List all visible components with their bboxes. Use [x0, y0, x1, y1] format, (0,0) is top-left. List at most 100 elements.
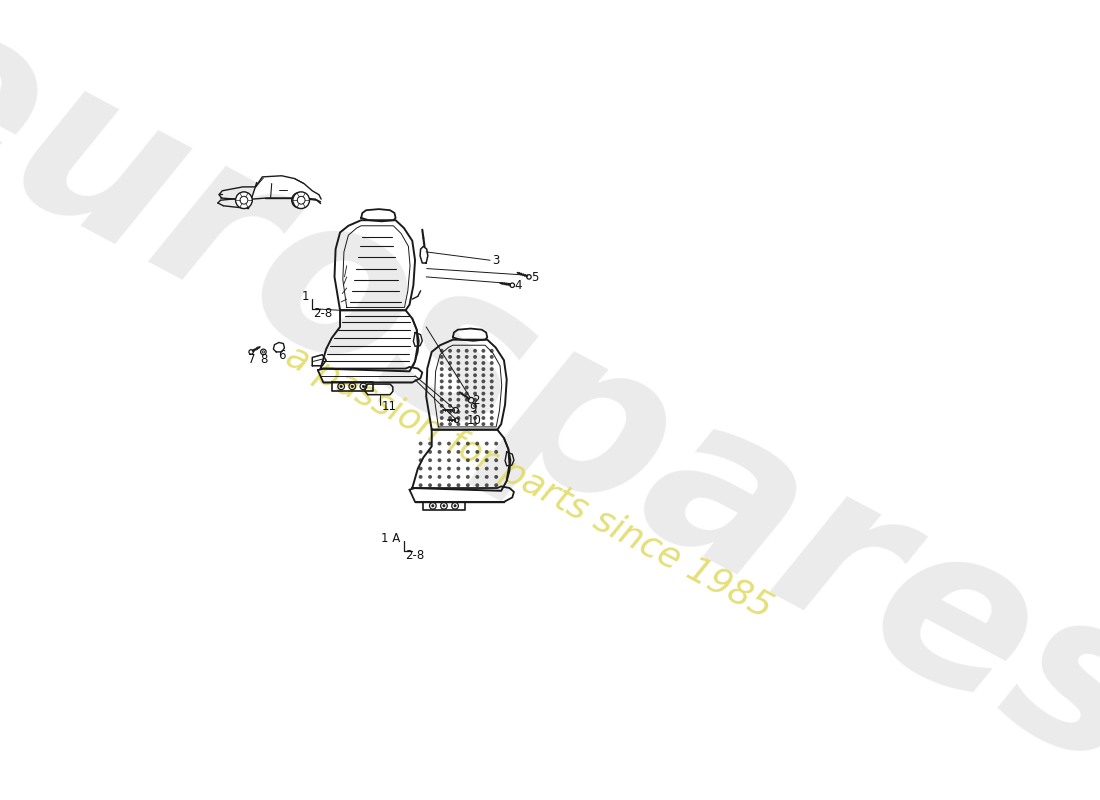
Circle shape	[485, 483, 488, 487]
Circle shape	[485, 466, 488, 470]
Circle shape	[456, 458, 460, 462]
Circle shape	[456, 450, 460, 454]
Circle shape	[473, 416, 477, 420]
Circle shape	[473, 386, 477, 390]
Circle shape	[466, 475, 470, 479]
Circle shape	[466, 458, 470, 462]
Circle shape	[428, 442, 432, 446]
Circle shape	[456, 392, 460, 395]
Text: 1: 1	[302, 290, 309, 303]
Circle shape	[456, 361, 460, 365]
Circle shape	[490, 392, 494, 395]
Circle shape	[447, 475, 451, 479]
Circle shape	[340, 386, 342, 387]
Circle shape	[490, 361, 494, 365]
Circle shape	[465, 361, 469, 365]
Circle shape	[447, 483, 451, 487]
Text: 2: 2	[472, 394, 480, 406]
Circle shape	[473, 367, 477, 371]
Circle shape	[447, 458, 451, 462]
Circle shape	[454, 505, 456, 507]
Circle shape	[456, 422, 460, 426]
Circle shape	[456, 349, 460, 353]
Circle shape	[466, 466, 470, 470]
Circle shape	[440, 422, 443, 426]
Circle shape	[485, 442, 488, 446]
Circle shape	[465, 416, 469, 420]
Circle shape	[438, 483, 441, 487]
Circle shape	[440, 367, 443, 371]
Circle shape	[490, 416, 494, 420]
Text: 6: 6	[278, 350, 285, 362]
Circle shape	[465, 422, 469, 426]
Circle shape	[494, 466, 498, 470]
Circle shape	[466, 483, 470, 487]
Circle shape	[473, 374, 477, 377]
Circle shape	[428, 466, 432, 470]
Circle shape	[475, 466, 480, 470]
Text: 4: 4	[515, 279, 522, 292]
Circle shape	[473, 398, 477, 402]
Circle shape	[465, 392, 469, 395]
Circle shape	[490, 374, 494, 377]
Circle shape	[447, 450, 451, 454]
Circle shape	[475, 450, 480, 454]
Circle shape	[456, 442, 460, 446]
Circle shape	[482, 422, 485, 426]
Circle shape	[473, 349, 477, 353]
Circle shape	[440, 404, 443, 408]
Circle shape	[482, 404, 485, 408]
Circle shape	[448, 367, 452, 371]
Circle shape	[482, 392, 485, 395]
Circle shape	[490, 410, 494, 414]
Circle shape	[456, 367, 460, 371]
Circle shape	[465, 410, 469, 414]
Circle shape	[456, 483, 460, 487]
Circle shape	[482, 398, 485, 402]
Circle shape	[362, 386, 364, 387]
Circle shape	[456, 475, 460, 479]
Circle shape	[482, 349, 485, 353]
Circle shape	[419, 466, 422, 470]
Circle shape	[448, 398, 452, 402]
Circle shape	[351, 386, 353, 387]
Circle shape	[465, 386, 469, 390]
Circle shape	[448, 349, 452, 353]
Text: 5: 5	[531, 271, 539, 284]
Circle shape	[485, 475, 488, 479]
Circle shape	[456, 416, 460, 420]
Circle shape	[494, 450, 498, 454]
Circle shape	[448, 392, 452, 395]
Circle shape	[482, 361, 485, 365]
Circle shape	[482, 386, 485, 390]
Circle shape	[448, 355, 452, 359]
Circle shape	[438, 442, 441, 446]
Circle shape	[490, 367, 494, 371]
Text: 7: 7	[249, 353, 256, 366]
Circle shape	[438, 458, 441, 462]
Circle shape	[448, 422, 452, 426]
Circle shape	[473, 422, 477, 426]
Circle shape	[440, 374, 443, 377]
Circle shape	[431, 505, 433, 507]
Circle shape	[440, 355, 443, 359]
Circle shape	[428, 483, 432, 487]
Circle shape	[473, 404, 477, 408]
Circle shape	[456, 404, 460, 408]
Circle shape	[428, 475, 432, 479]
Circle shape	[482, 410, 485, 414]
Circle shape	[482, 355, 485, 359]
Circle shape	[428, 450, 432, 454]
Circle shape	[475, 442, 480, 446]
Circle shape	[448, 404, 452, 408]
Circle shape	[419, 450, 422, 454]
Circle shape	[456, 379, 460, 383]
Circle shape	[482, 367, 485, 371]
Circle shape	[456, 410, 460, 414]
Circle shape	[440, 410, 443, 414]
Circle shape	[485, 458, 488, 462]
Circle shape	[482, 379, 485, 383]
Circle shape	[448, 361, 452, 365]
Circle shape	[428, 458, 432, 462]
Text: 3: 3	[492, 254, 499, 266]
